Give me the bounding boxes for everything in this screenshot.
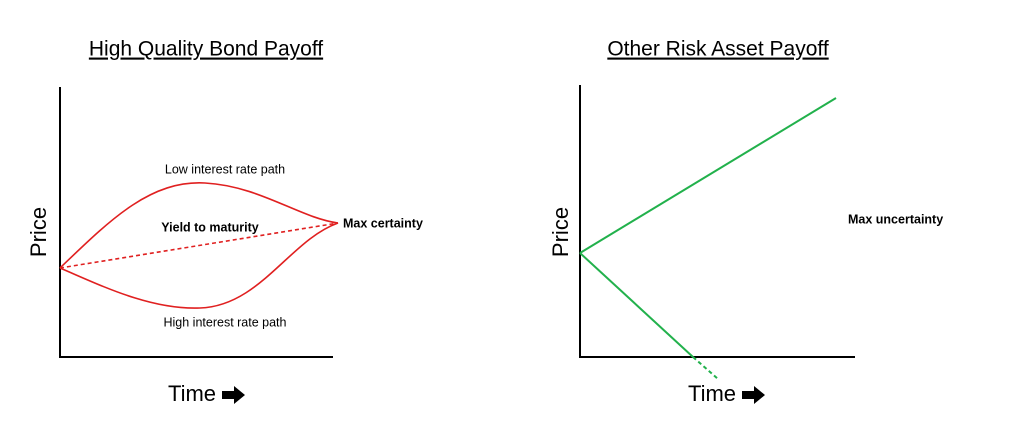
x-axis-title: Time: [688, 381, 736, 406]
annotation: Low interest rate path: [165, 162, 285, 176]
low-rate-path: [59, 182, 339, 269]
up-path: [579, 97, 837, 254]
y-axis-title: Price: [548, 207, 573, 257]
arrow: [222, 386, 245, 404]
down-path: [579, 252, 694, 358]
x-axis-title: Time: [168, 381, 216, 406]
down-path-extension: [692, 356, 719, 380]
annotation: Max uncertainty: [848, 212, 943, 226]
annotation: High interest rate path: [164, 315, 287, 329]
panel-title: Other Risk Asset Payoff: [607, 38, 829, 61]
y-axis-title: Price: [26, 207, 51, 257]
annotation: Yield to maturity: [161, 220, 259, 234]
right-panel: Other Risk Asset Payoff Price Time Max u…: [548, 38, 943, 406]
arrow: [742, 386, 765, 404]
panel-title: High Quality Bond Payoff: [89, 38, 323, 61]
left-panel: High Quality Bond Payoff Price Time Low …: [26, 38, 423, 406]
yield-line: [59, 222, 339, 269]
annotation: Max certainty: [343, 216, 423, 230]
high-rate-path: [59, 222, 339, 309]
